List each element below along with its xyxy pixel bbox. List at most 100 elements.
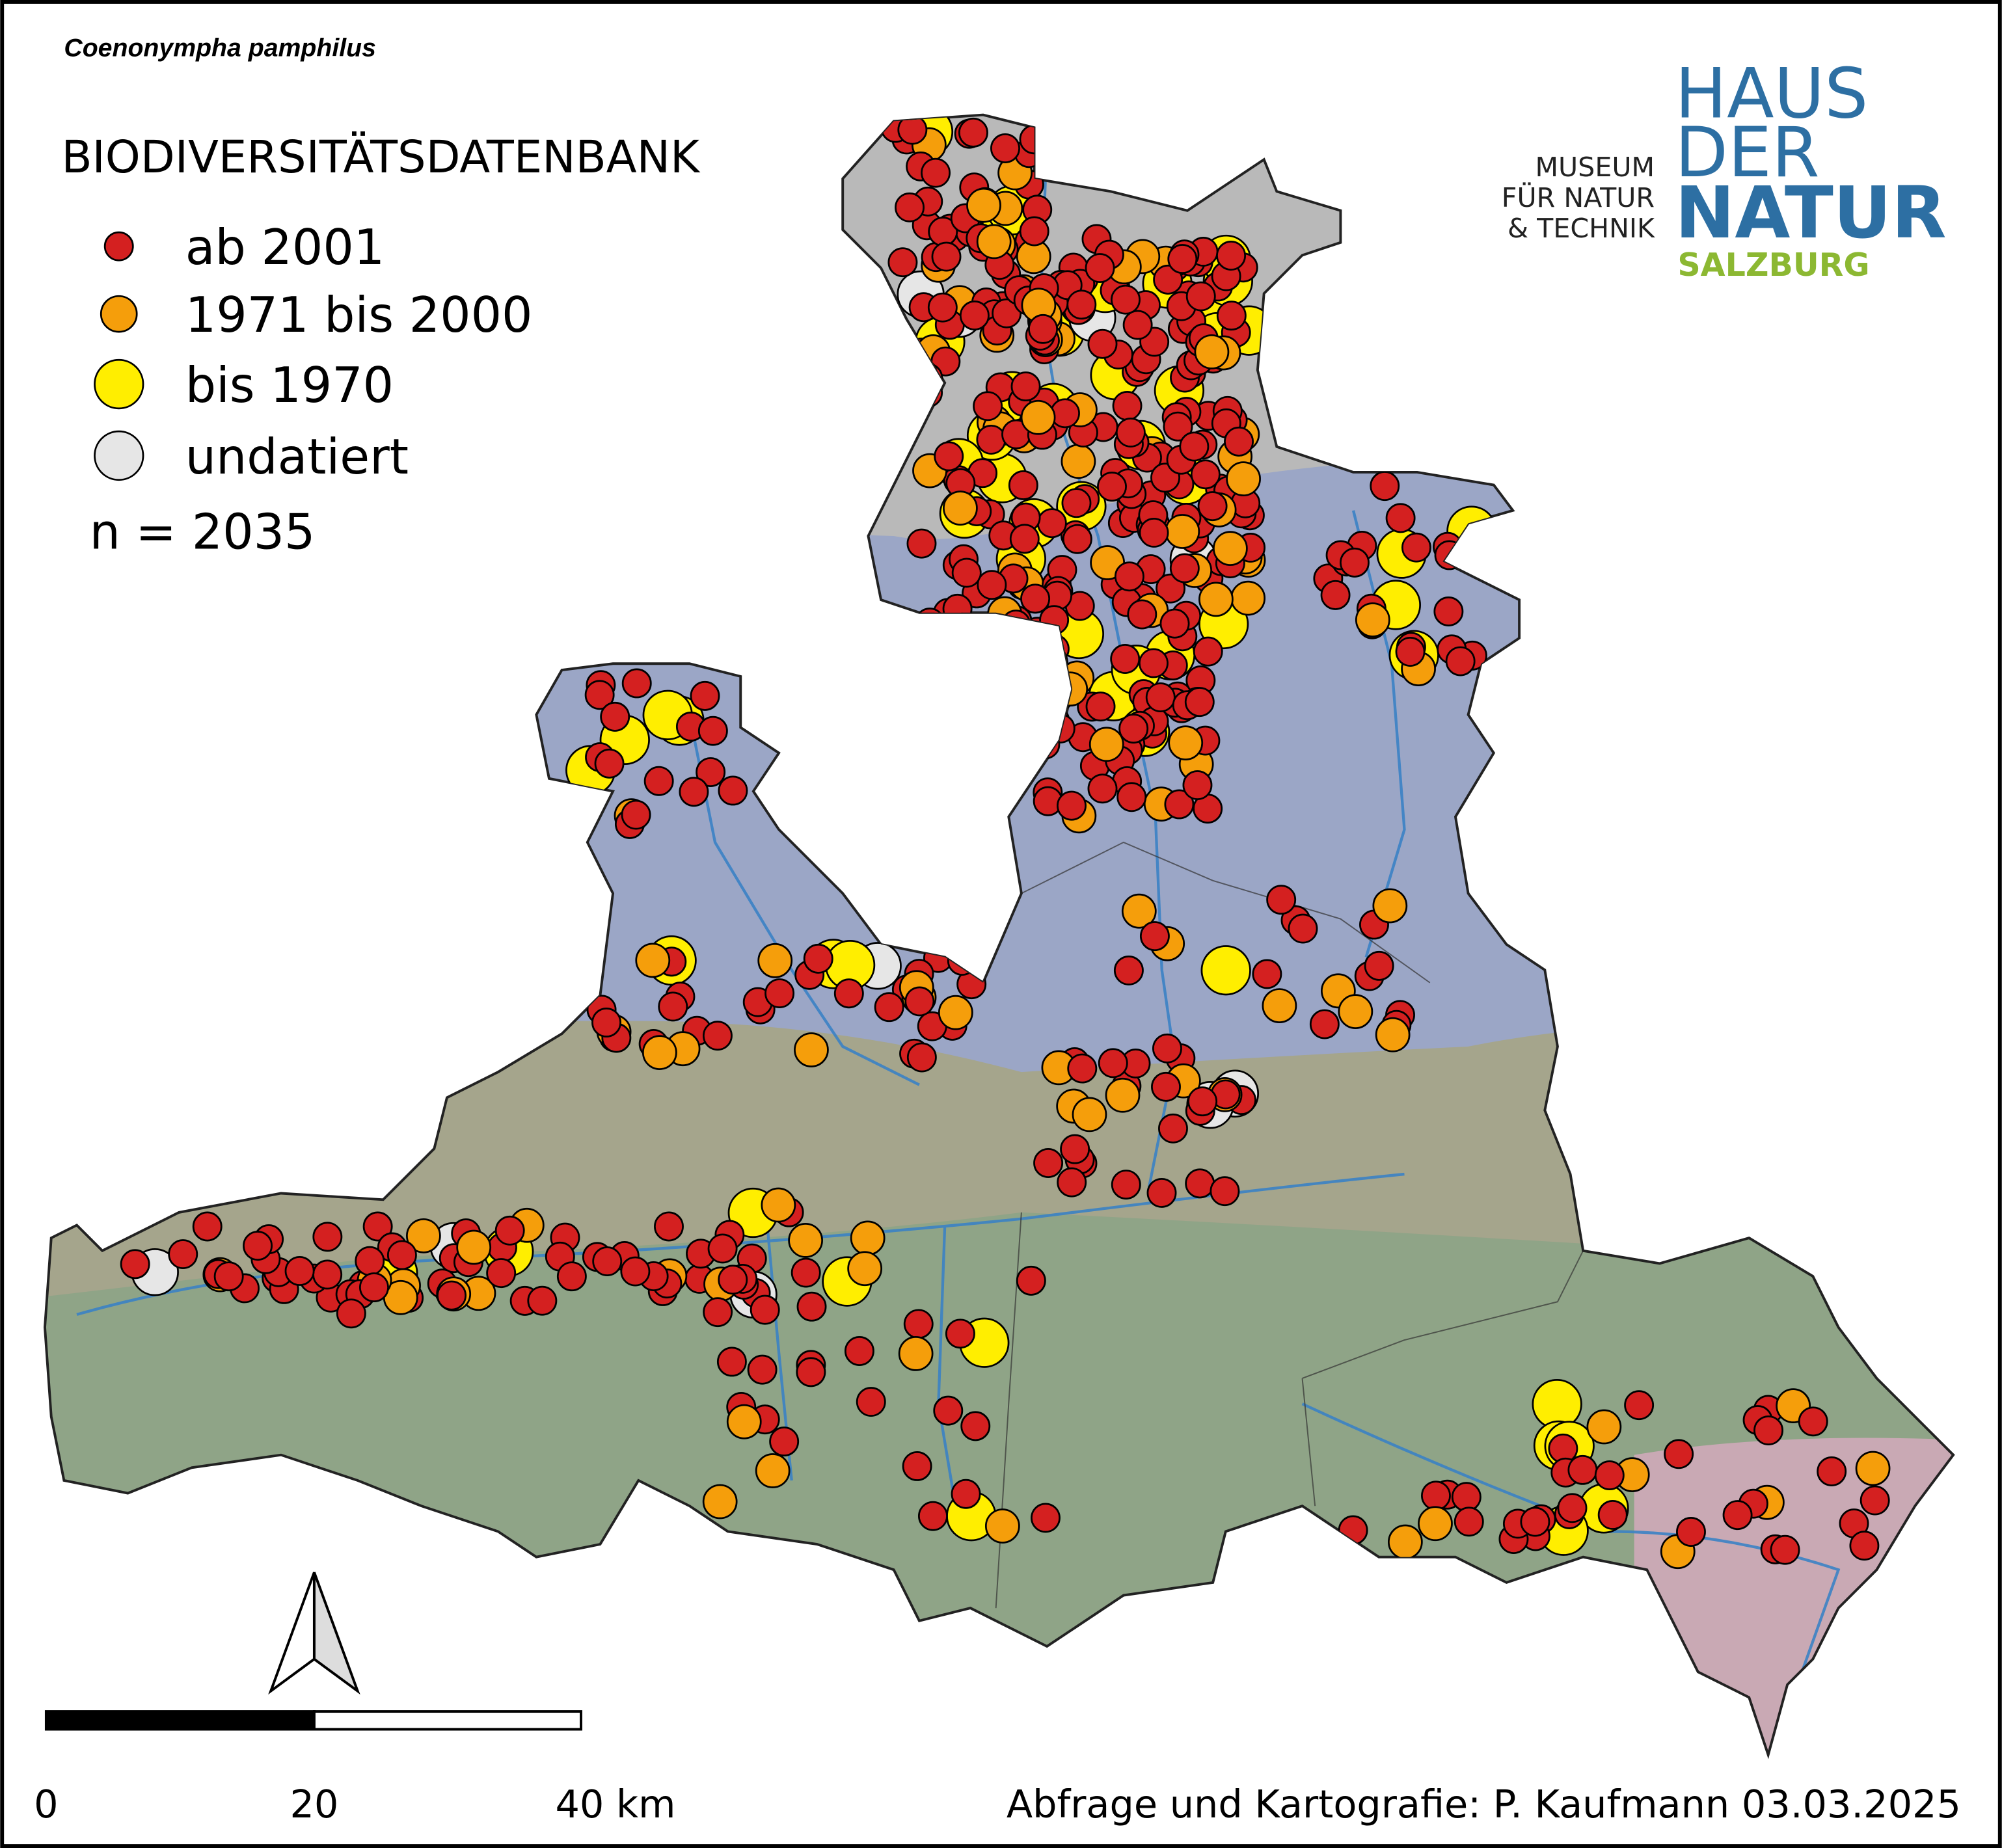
occurrence-dot <box>707 1233 738 1264</box>
logo-text: & TECHNIK <box>1508 213 1655 244</box>
occurrence-dot <box>1216 301 1247 331</box>
occurrence-dot <box>906 1042 937 1073</box>
occurrence-dot <box>1798 1406 1828 1437</box>
occurrence-dot <box>976 224 1012 260</box>
occurrence-dot <box>1387 1524 1423 1560</box>
occurrence-dot <box>1019 216 1049 247</box>
occurrence-dot <box>1146 1177 1177 1208</box>
occurrence-dot <box>1375 1017 1411 1052</box>
occurrence-dot <box>621 668 652 699</box>
occurrence-dot <box>992 298 1022 328</box>
occurrence-dot <box>903 1309 934 1339</box>
occurrence-dot <box>1262 988 1297 1023</box>
occurrence-dot <box>1163 411 1193 442</box>
scale-label: 40 km <box>555 1782 675 1827</box>
occurrence-dot <box>168 1239 198 1270</box>
occurrence-dot <box>1098 1048 1128 1078</box>
occurrence-dot <box>1127 599 1157 630</box>
legend-label: 1971 bis 2000 <box>185 287 533 343</box>
logo-text: DER <box>1675 113 1819 193</box>
occurrence-dot <box>931 241 962 272</box>
occurrence-dot <box>1266 885 1297 915</box>
occurrence-dot <box>362 1211 393 1242</box>
occurrence-dot <box>594 748 625 779</box>
occurrence-dot <box>1167 244 1198 275</box>
occurrence-dot <box>1433 596 1464 626</box>
occurrence-dot <box>1860 1485 1890 1516</box>
occurrence-dot <box>933 1395 964 1426</box>
credit: Abfrage und Kartografie: P. Kaufmann 03.… <box>1007 1782 1961 1827</box>
occurrence-dot <box>847 1251 883 1287</box>
occurrence-dot <box>917 1501 948 1531</box>
occurrence-dot <box>1066 289 1097 320</box>
legend-label: ab 2001 <box>185 219 385 276</box>
occurrence-dot <box>769 1426 800 1457</box>
occurrence-dot <box>1008 470 1038 500</box>
logo-text: NATUR <box>1675 171 1946 254</box>
occurrence-dot <box>1194 334 1230 369</box>
occurrence-dot <box>850 1220 886 1256</box>
occurrence-dot <box>703 1297 733 1328</box>
occurrence-dot <box>696 757 726 787</box>
occurrence-dot <box>984 1508 1020 1544</box>
occurrence-dot <box>960 1411 991 1441</box>
occurrence-dot <box>1152 1033 1182 1064</box>
occurrence-dot <box>1122 310 1153 340</box>
occurrence-dot <box>1118 714 1149 744</box>
scale-labels: 0 20 40 km <box>34 1782 675 1827</box>
occurrence-dot <box>794 1032 829 1067</box>
occurrence-dot <box>1169 553 1200 583</box>
occurrence-dot <box>635 943 671 978</box>
occurrence-dot <box>1097 472 1127 502</box>
occurrence-dot <box>788 1223 823 1258</box>
occurrence-dot <box>757 943 793 978</box>
occurrence-dot <box>1210 1176 1240 1207</box>
occurrence-dot <box>1153 264 1184 295</box>
occurrence-dot <box>874 992 904 1023</box>
occurrence-dot <box>1372 888 1408 924</box>
occurrence-dot <box>904 986 935 1017</box>
occurrence-dot <box>1385 503 1416 533</box>
occurrence-dot <box>1185 281 1216 312</box>
occurrence-dot <box>1057 1167 1087 1198</box>
occurrence-dot <box>1087 328 1118 359</box>
occurrence-dot <box>437 1280 467 1311</box>
occurrence-dot <box>1340 547 1370 578</box>
occurrence-dot <box>1115 417 1146 448</box>
occurrence-dot <box>1193 636 1223 667</box>
occurrence-dot <box>976 424 1007 455</box>
occurrence-dot <box>718 1265 748 1295</box>
occurrence-dot <box>1197 491 1228 522</box>
occurrence-dot <box>600 701 630 732</box>
occurrence-dot <box>1105 1077 1141 1113</box>
logo-text: HAUS <box>1675 54 1868 134</box>
occurrence-dot <box>192 1211 223 1242</box>
occurrence-dot <box>973 391 1003 422</box>
occurrence-dot <box>718 775 748 806</box>
occurrence-dot <box>1020 583 1051 614</box>
occurrence-dot <box>1451 1482 1481 1512</box>
occurrence-dot <box>856 1387 886 1417</box>
occurrence-dot <box>1364 950 1394 981</box>
occurrence-dot <box>990 133 1020 163</box>
occurrence-dot <box>1020 399 1056 435</box>
occurrence-dot <box>1594 1460 1625 1491</box>
occurrence-dot <box>486 1258 517 1289</box>
occurrence-dot <box>750 1294 780 1325</box>
occurrence-dot <box>1114 561 1144 592</box>
occurrence-dot <box>943 490 978 526</box>
occurrence-dot <box>1185 1168 1215 1199</box>
scale-label: 0 <box>34 1782 58 1827</box>
occurrence-dot <box>1033 1148 1064 1178</box>
occurrence-dot <box>1036 508 1067 539</box>
occurrence-dot <box>951 1479 981 1509</box>
occurrence-dot <box>312 1222 343 1252</box>
occurrence-dot <box>1060 1134 1090 1164</box>
occurrence-dot <box>620 1256 651 1287</box>
occurrence-dot <box>1190 459 1221 490</box>
occurrence-dot <box>796 1357 826 1387</box>
occurrence-dot <box>833 978 864 1009</box>
occurrence-dot <box>336 1298 366 1329</box>
occurrence-dot <box>951 557 982 588</box>
occurrence-dot <box>1087 773 1118 804</box>
